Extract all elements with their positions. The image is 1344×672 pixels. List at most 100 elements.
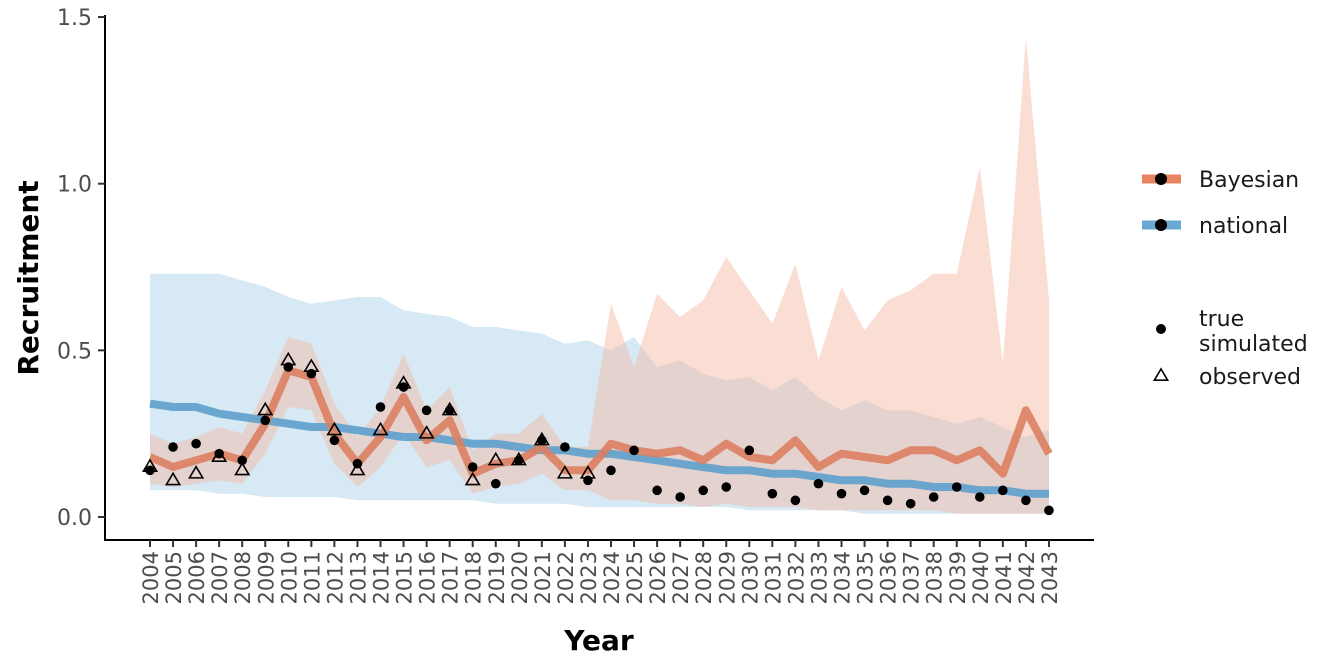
data-points: [141, 351, 1054, 516]
x-tick-label: 2020: [508, 551, 532, 604]
observed-point: [487, 451, 504, 466]
observed-point: [188, 465, 205, 479]
true-simulated-point: [975, 492, 985, 502]
x-tick-label: 2031: [761, 551, 785, 604]
series-lines: [148, 366, 1053, 498]
true-simulated-point: [859, 485, 870, 496]
observed-point: [234, 461, 251, 476]
true-simulated-point: [744, 445, 755, 456]
x-tick-label: 2034: [831, 551, 855, 604]
band-national: [150, 273, 1049, 514]
x-tick-label: 2041: [992, 551, 1016, 604]
x-tick-label: 2029: [715, 551, 739, 604]
y-axis-title: Recruitment: [12, 180, 45, 375]
true-simulated-point: [467, 462, 478, 472]
x-tick-label: 2004: [139, 551, 163, 604]
true-simulated-point: [375, 402, 386, 412]
true-simulated-point: [951, 482, 962, 492]
x-tick-label: 2036: [877, 551, 901, 604]
y-tick-label: 1.5: [57, 6, 92, 31]
x-tick-label: 2043: [1038, 551, 1062, 604]
legend-label-bayesian: Bayesian: [1199, 168, 1299, 193]
true-simulated-point: [283, 362, 294, 372]
true-simulated-point: [1044, 505, 1054, 516]
x-tick-label: 2035: [854, 551, 878, 604]
observed-point: [372, 421, 389, 436]
x-tick-label: 2042: [1015, 551, 1039, 604]
x-tick-label: 2015: [393, 551, 417, 604]
legend-dot-bayesian: [1155, 173, 1167, 185]
legend-label-observed: observed: [1199, 365, 1301, 390]
true-simulated-point: [560, 442, 570, 452]
true-simulated-point: [421, 405, 432, 416]
true-simulated-point: [329, 435, 340, 446]
x-tick-label: 2024: [600, 551, 624, 604]
x-tick-label: 2006: [185, 551, 209, 604]
true-simulated-point: [537, 435, 547, 446]
x-tick-label: 2039: [946, 551, 970, 604]
x-tick-label: 2040: [969, 551, 993, 604]
true-simulated-point: [998, 485, 1008, 496]
true-simulated-point: [260, 415, 271, 426]
x-tick-label: 2028: [692, 551, 716, 604]
x-tick-label: 2018: [462, 551, 486, 604]
true-simulated-point: [145, 465, 155, 476]
band-bayesian: [150, 37, 1049, 514]
x-tick-label: 2013: [346, 551, 370, 604]
confidence-bands: [150, 37, 1049, 514]
x-tick-label: 2033: [807, 551, 831, 604]
observed-point: [418, 425, 435, 439]
true-simulated-point: [352, 458, 363, 469]
x-tick-label: 2017: [439, 551, 463, 604]
true-simulated-point: [444, 405, 455, 416]
x-tick-label: 2019: [485, 551, 509, 604]
true-simulated-point: [306, 368, 317, 379]
legend-triangle-observed: [1152, 367, 1170, 381]
true-simulated-point: [928, 492, 939, 502]
true-simulated-point: [606, 465, 616, 476]
true-simulated-point: [514, 455, 524, 466]
x-tick-label: 2005: [162, 551, 186, 604]
x-tick-label: 2025: [623, 551, 647, 604]
x-tick-label: 2016: [416, 551, 440, 604]
x-tick-label: 2030: [738, 551, 762, 604]
axes: 0.0 0.5 1.0 1.5 2004 2005 2006 2007 2008 2009 2010…: [57, 6, 1094, 604]
legend-label-national: national: [1199, 214, 1288, 239]
true-simulated-point: [214, 448, 224, 459]
x-tick-label: 2037: [900, 551, 924, 604]
true-simulated-point: [652, 485, 662, 496]
true-simulated-point: [836, 488, 847, 499]
true-simulated-point: [905, 498, 916, 509]
observed-point: [556, 465, 573, 479]
x-tick-label: 2012: [323, 551, 347, 604]
true-simulated-point: [767, 488, 778, 499]
true-simulated-point: [490, 478, 501, 489]
true-simulated-point: [698, 485, 708, 496]
true-simulated-point: [237, 455, 247, 466]
x-tick-label: 2007: [208, 551, 232, 604]
x-tick-label: 2008: [231, 551, 255, 604]
true-simulated-point: [882, 495, 893, 506]
true-simulated-point: [1021, 495, 1031, 506]
y-tick-label: 0.5: [57, 339, 92, 364]
observed-point: [257, 401, 274, 416]
true-simulated-point: [191, 438, 201, 449]
true-simulated-point: [721, 482, 732, 492]
x-tick-label: 2027: [669, 551, 693, 604]
y-tick-label: 0.0: [57, 506, 92, 531]
observed-point: [464, 471, 481, 486]
x-tick-label: 2009: [254, 551, 278, 604]
x-tick-label: 2011: [300, 551, 324, 604]
x-tick-label: 2032: [784, 551, 808, 604]
x-tick-label: 2038: [923, 551, 947, 604]
line-bayesian: [148, 366, 1053, 478]
x-tick-label: 2014: [370, 551, 394, 604]
true-simulated-point: [629, 445, 639, 456]
x-tick-label: 2010: [277, 551, 301, 604]
true-simulated-point: [675, 492, 685, 502]
x-tick-label: 2022: [554, 551, 578, 604]
true-simulated-point: [168, 442, 178, 452]
true-simulated-point: [790, 495, 801, 506]
observed-point: [326, 421, 343, 436]
